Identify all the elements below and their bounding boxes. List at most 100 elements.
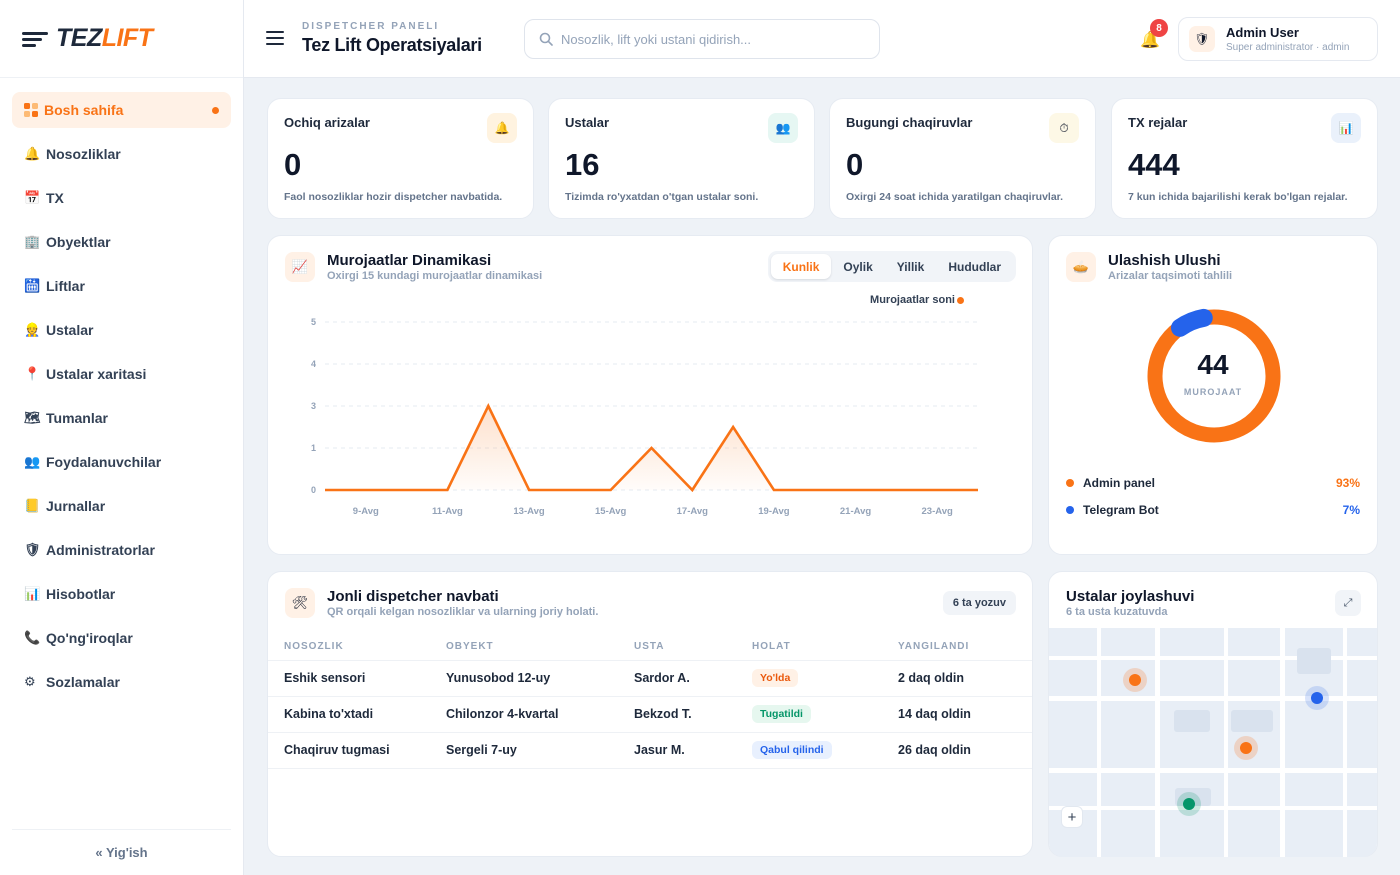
share-donut [1147, 308, 1281, 443]
elevator-icon: 🛗 [24, 278, 41, 293]
phone-icon: 📞 [24, 630, 41, 645]
sidebar-item-label: Jurnallar [46, 498, 106, 514]
x-tick-label: 23-Avg [922, 506, 954, 517]
masters-map[interactable] [1049, 628, 1377, 857]
column-header: USTA [634, 634, 752, 661]
dynamics-subtitle: Oxirgi 15 kundagi murojaatlar dinamikasi [327, 270, 543, 282]
legend-dot [1066, 506, 1074, 514]
pin-icon: 📍 [24, 366, 41, 381]
search-box[interactable] [524, 19, 880, 59]
stat-value: 444 [1128, 147, 1180, 182]
sidebar-item-tumanlar[interactable]: 🗺 Tumanlar [12, 400, 231, 436]
table-row[interactable]: Kabina to'xtadi Chilonzor 4-kvartal Bekzod… [268, 696, 1032, 733]
tab-hududlar[interactable]: Hududlar [948, 259, 1001, 274]
tab-yillik[interactable]: Yillik [896, 259, 925, 274]
active-dot [212, 107, 219, 114]
sidebar-item-label: Hisobotlar [46, 586, 116, 602]
shield-icon: 🛡 [24, 542, 41, 557]
search-input[interactable] [561, 31, 861, 47]
sidebar-item-qo-ng-iroqlar[interactable]: 📞 Qo'ng'iroqlar [12, 620, 231, 656]
sidebar-item-tx[interactable]: 📅 TX [12, 180, 231, 216]
sidebar-item-bosh-sahifa[interactable]: Bosh sahifa [12, 92, 231, 128]
plus-icon: + [1067, 808, 1077, 826]
sidebar-item-liftlar[interactable]: 🛗 Liftlar [12, 268, 231, 304]
search-icon [539, 32, 553, 46]
sidebar-item-foydalanuvchilar[interactable]: 👥 Foydalanuvchilar [12, 444, 231, 480]
share-percent: 93% [1335, 476, 1360, 490]
y-tick-label: 5 [311, 317, 316, 327]
sidebar-item-label: Bosh sahifa [44, 102, 124, 118]
share-percent: 7% [1342, 503, 1360, 517]
record-count-badge: 6 ta yozuv [942, 591, 1016, 615]
sidebar-item-administratorlar[interactable]: 🛡 Administratorlar [12, 532, 231, 568]
sidebar-item-jurnallar[interactable]: 📒 Jurnallar [12, 488, 231, 524]
donut-total-label: MUROJAAT [1183, 387, 1243, 397]
pie-icon: 🥧 [1066, 252, 1096, 282]
chart-legend: Murojaatlar soni [870, 294, 964, 306]
stat-card: Ustalar 👥 16 Tizimda ro'yxatdan o'tgan usta… [548, 98, 815, 219]
legend-dot [957, 296, 964, 304]
expand-map-button[interactable]: ⤢ [1335, 590, 1361, 616]
notifications-button[interactable]: 🔔 8 [1140, 19, 1168, 50]
stat-note: Tizimda ro'yxatdan o'tgan ustalar soni. [565, 191, 759, 203]
stat-value: 0 [846, 147, 864, 182]
expand-icon: ⤢ [1343, 596, 1353, 609]
sidebar-item-label: Ustalar [46, 322, 94, 338]
page-title: Tez Lift Operatsiyalari [302, 35, 482, 55]
sidebar-item-sozlamalar[interactable]: ⚙ Sozlamalar [12, 664, 231, 700]
user-menu[interactable]: 🛡 Admin User Super administrator · admin [1178, 17, 1378, 61]
shield-avatar-icon: 🛡 [1189, 26, 1215, 52]
worker-icon: 👷 [24, 322, 41, 337]
share-legend-row: Telegram Bot 7% [1066, 500, 1360, 520]
map-title: Ustalar joylashuvi [1066, 588, 1195, 605]
stat-note: Faol nosozliklar hozir dispetcher navbat… [284, 191, 503, 203]
share-source-name: Telegram Bot [1083, 503, 1159, 517]
status-badge: Qabul qilindi [752, 741, 832, 759]
menu-toggle-icon[interactable] [266, 31, 284, 45]
fault-cell: Eshik sensori [268, 660, 446, 697]
stat-note: Oxirgi 24 soat ichida yaratilgan chaqiru… [846, 191, 1064, 203]
sidebar-item-hisobotlar[interactable]: 📊 Hisobotlar [12, 576, 231, 612]
sidebar-item-label: Sozlamalar [46, 674, 120, 690]
brand-logo[interactable]: TEZLIFT [0, 0, 243, 78]
sidebar-item-label: Nosozliklar [46, 146, 121, 162]
table-row[interactable]: Chaqiruv tugmasi Sergeli 7-uy Jasur M. Qabu… [268, 732, 1032, 769]
queue-subtitle: QR orqali kelgan nosozliklar va ularning… [327, 606, 599, 618]
sidebar: TEZLIFT Bosh sahifa 🔔 Nosozliklar 📅 TX 🏢 Obyek… [0, 0, 244, 875]
donut-slice [1147, 309, 1281, 443]
status-badge: Yo'lda [752, 669, 799, 687]
queue-title: Jonli dispetcher navbati [327, 588, 499, 605]
sidebar-item-ustalar-xaritasi[interactable]: 📍 Ustalar xaritasi [12, 356, 231, 392]
timer-icon: ⏱ [1049, 113, 1079, 143]
legend-label: Murojaatlar soni [870, 294, 955, 306]
building-icon: 🏢 [24, 234, 41, 249]
object-cell: Chilonzor 4-kvartal [446, 696, 634, 733]
master-cell: Sardor A. [634, 660, 752, 697]
collapse-sidebar-button[interactable]: « Yig'ish [12, 829, 231, 875]
y-tick-label: 1 [311, 443, 316, 453]
stat-label: Ustalar [565, 115, 610, 130]
status-cell: Qabul qilindi [752, 732, 898, 769]
donut-total: 44 [1197, 349, 1229, 380]
tab-oylik[interactable]: Oylik [843, 259, 873, 274]
donut-slice [1170, 308, 1213, 337]
sidebar-item-nosozliklar[interactable]: 🔔 Nosozliklar [12, 136, 231, 172]
zoom-in-button[interactable]: + [1061, 806, 1083, 828]
tab-kunlik[interactable]: Kunlik [770, 254, 832, 279]
status-badge: Tugatildi [752, 705, 811, 723]
table-row[interactable]: Eshik sensori Yunusobod 12-uy Sardor A. Yo'… [268, 660, 1032, 697]
dynamics-title: Murojaatlar Dinamikasi [327, 252, 492, 269]
x-tick-label: 17-Avg [677, 506, 709, 517]
map-subtitle: 6 ta usta kuzatuvda [1066, 606, 1168, 618]
stat-label: TX rejalar [1128, 115, 1188, 130]
calendar-icon: 📅 [24, 190, 41, 205]
dynamics-chart: 0 1 3 4 5 9-Avg 11-Avg 13-Avg 15-Avg 17-Avg 19-Avg… [311, 317, 978, 517]
sidebar-item-obyektlar[interactable]: 🏢 Obyektlar [12, 224, 231, 260]
sidebar-item-ustalar[interactable]: 👷 Ustalar [12, 312, 231, 348]
share-source-name: Admin panel [1083, 476, 1156, 490]
breadcrumb: DISPETCHER PANELI [302, 21, 440, 32]
brand-name: TEZLIFT [56, 24, 153, 52]
share-title: Ulashish Ulushi [1108, 252, 1221, 269]
y-tick-label: 4 [311, 359, 316, 369]
logo-mark-icon [22, 30, 50, 48]
